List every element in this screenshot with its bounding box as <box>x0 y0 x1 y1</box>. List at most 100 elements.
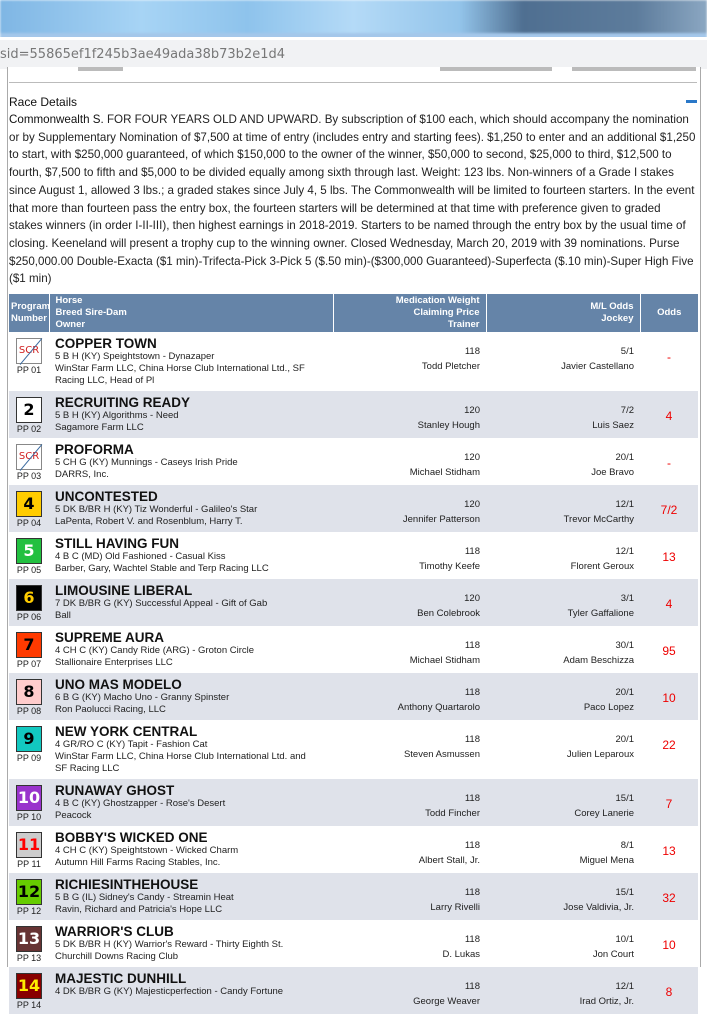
header-medication[interactable]: Medication Weight Claiming Price Trainer <box>333 294 487 333</box>
weight: 118 <box>464 734 480 746</box>
ml-cell: 30/1 Adam Beschizza <box>486 626 640 673</box>
medication-cell: 118 Albert Stall, Jr. <box>333 826 486 873</box>
table-row[interactable]: 2 PP 02 RECRUITING READY 5 B H (KY) Algo… <box>9 391 698 439</box>
odds: 10 <box>640 673 698 721</box>
breed-sire-dam: 5 B G (IL) Sidney's Candy - Streamin Hea… <box>55 892 234 904</box>
ml-cell: 12/1 Irad Ortiz, Jr. <box>486 967 640 1014</box>
saddlecloth-number: 11 <box>16 832 42 859</box>
medication-cell: 118 Todd Pletcher <box>333 332 486 391</box>
table-row[interactable]: 9 PP 09 NEW YORK CENTRAL 4 GR/RO C (KY) … <box>9 720 698 779</box>
post-position: PP 07 <box>16 659 42 670</box>
table-row[interactable]: 5 PP 05 STILL HAVING FUN 4 B C (MD) Old … <box>9 532 698 579</box>
jockey: Miguel Mena <box>579 855 634 867</box>
tab-stub[interactable] <box>572 67 696 71</box>
post-position: PP 02 <box>16 424 42 435</box>
program-cell: 9 PP 09 <box>9 720 49 779</box>
medication-cell: 118 Michael Stidham <box>333 626 486 673</box>
race-panel: Race Details Commonwealth S. FOR FOUR YE… <box>7 67 701 1014</box>
horse-name[interactable]: LIMOUSINE LIBERAL <box>55 583 193 599</box>
table-row[interactable]: SCR PP 01 COPPER TOWN 5 B H (KY) Speight… <box>9 332 698 391</box>
post-position: PP 10 <box>16 812 42 823</box>
race-name: Commonwealth S. <box>9 113 104 126</box>
horse-name[interactable]: PROFORMA <box>55 442 134 458</box>
ml-cell: 8/1 Miguel Mena <box>486 826 640 873</box>
medication-cell: 120 Ben Colebrook <box>333 579 486 627</box>
table-row[interactable]: 4 PP 04 UNCONTESTED 5 DK B/BR H (KY) Tiz… <box>9 485 698 533</box>
table-row[interactable]: SCR PP 03 PROFORMA 5 CH G (KY) Munnings … <box>9 438 698 485</box>
horse-name[interactable]: NEW YORK CENTRAL <box>55 724 198 740</box>
header-text: Program <box>11 301 51 313</box>
horse-name[interactable]: SUPREME AURA <box>55 630 165 646</box>
horse-name[interactable]: WARRIOR'S CLUB <box>55 924 174 940</box>
table-row[interactable]: 7 PP 07 SUPREME AURA 4 CH C (KY) Candy R… <box>9 626 698 673</box>
program-cell: 4 PP 04 <box>9 485 49 533</box>
breed-sire-dam: 5 B H (KY) Algorithms - Need <box>55 410 179 422</box>
breed-sire-dam: 5 DK B/BR H (KY) Warrior's Reward - Thir… <box>55 939 284 951</box>
jockey: Luis Saez <box>592 420 634 432</box>
minus-icon[interactable] <box>686 100 697 103</box>
weight: 118 <box>464 840 480 852</box>
jockey: Jose Valdivia, Jr. <box>563 902 634 914</box>
ml-odds: 8/1 <box>620 840 634 852</box>
ml-cell: 15/1 Jose Valdivia, Jr. <box>486 873 640 921</box>
horse-name[interactable]: UNCONTESTED <box>55 489 158 505</box>
owner: Ron Paolucci Racing, LLC <box>55 704 166 716</box>
header-horse[interactable]: Horse Breed Sire-Dam Owner <box>49 294 334 333</box>
ml-odds: 15/1 <box>615 887 635 899</box>
odds: 8 <box>640 967 698 1014</box>
odds: 4 <box>640 391 698 439</box>
saddlecloth-number: 6 <box>16 585 42 612</box>
horse-name[interactable]: BOBBY'S WICKED ONE <box>55 830 208 846</box>
horse-name[interactable]: UNO MAS MODELO <box>55 677 182 693</box>
horse-name[interactable]: RICHIESINTHEHOUSE <box>55 877 199 893</box>
program-cell: 14 PP 14 <box>9 967 49 1014</box>
table-row[interactable]: 11 PP 11 BOBBY'S WICKED ONE 4 CH C (KY) … <box>9 826 698 873</box>
horse-name[interactable]: MAJESTIC DUNHILL <box>55 971 187 987</box>
horse-cell: RECRUITING READY 5 B H (KY) Algorithms -… <box>49 391 333 439</box>
table-row[interactable]: 8 PP 08 UNO MAS MODELO 6 B G (KY) Macho … <box>9 673 698 721</box>
table-row[interactable]: 14 PP 14 MAJESTIC DUNHILL 4 DK B/BR G (K… <box>9 967 698 1014</box>
url-text: sid=55865ef1f245b3ae49ada38b73b2e1d4 <box>0 47 285 62</box>
ml-cell: 12/1 Florent Geroux <box>486 532 640 579</box>
weight: 118 <box>464 346 480 358</box>
medication-cell: 118 Larry Rivelli <box>333 873 486 921</box>
scratched-badge: SCR <box>16 338 42 365</box>
owner: WinStar Farm LLC, China Horse Club Inter… <box>55 363 305 387</box>
horse-name[interactable]: COPPER TOWN <box>55 336 157 352</box>
horse-cell: SUPREME AURA 4 CH C (KY) Candy Ride (ARG… <box>49 626 333 673</box>
horse-name[interactable]: RUNAWAY GHOST <box>55 783 175 799</box>
ml-cell: 20/1 Joe Bravo <box>486 438 640 485</box>
trainer: D. Lukas <box>442 949 481 961</box>
odds: - <box>667 456 671 471</box>
breed-sire-dam: 5 CH G (KY) Munnings - Caseys Irish Prid… <box>55 457 238 469</box>
owner: Ball <box>55 610 71 622</box>
table-row[interactable]: 6 PP 06 LIMOUSINE LIBERAL 7 DK B/BR G (K… <box>9 579 698 627</box>
post-position: PP 14 <box>16 1000 42 1011</box>
saddlecloth-number: 13 <box>16 926 42 953</box>
header-odds[interactable]: Odds <box>640 294 698 333</box>
url-bar[interactable]: sid=55865ef1f245b3ae49ada38b73b2e1d4 <box>0 37 707 69</box>
tab-stub[interactable] <box>78 67 123 71</box>
owner: Sagamore Farm LLC <box>55 422 144 434</box>
scratched-badge: SCR <box>16 444 42 471</box>
header-ml-odds[interactable]: M/L Odds Jockey <box>486 294 641 333</box>
program-cell: 10 PP 10 <box>9 779 49 827</box>
ml-cell: 7/2 Luis Saez <box>486 391 640 439</box>
horse-cell: NEW YORK CENTRAL 4 GR/RO C (KY) Tapit - … <box>49 720 333 779</box>
section-title: Race Details <box>9 95 78 109</box>
jockey: Julien Leparoux <box>566 749 634 761</box>
tab-stub[interactable] <box>440 67 552 71</box>
jockey: Irad Ortiz, Jr. <box>579 996 634 1008</box>
horse-name[interactable]: STILL HAVING FUN <box>55 536 179 552</box>
ml-odds: 10/1 <box>615 934 635 946</box>
horse-name[interactable]: RECRUITING READY <box>55 395 191 411</box>
table-row[interactable]: 12 PP 12 RICHIESINTHEHOUSE 5 B G (IL) Si… <box>9 873 698 921</box>
medication-cell: 118 D. Lukas <box>333 920 486 967</box>
saddlecloth-number: 12 <box>16 879 42 906</box>
header-program[interactable]: Program Number <box>9 294 51 333</box>
jockey: Joe Bravo <box>591 467 634 479</box>
table-row[interactable]: 13 PP 13 WARRIOR'S CLUB 5 DK B/BR H (KY)… <box>9 920 698 967</box>
table-row[interactable]: 10 PP 10 RUNAWAY GHOST 4 B C (KY) Ghostz… <box>9 779 698 827</box>
horse-cell: BOBBY'S WICKED ONE 4 CH C (KY) Speightst… <box>49 826 333 873</box>
odds: 13 <box>662 550 676 565</box>
